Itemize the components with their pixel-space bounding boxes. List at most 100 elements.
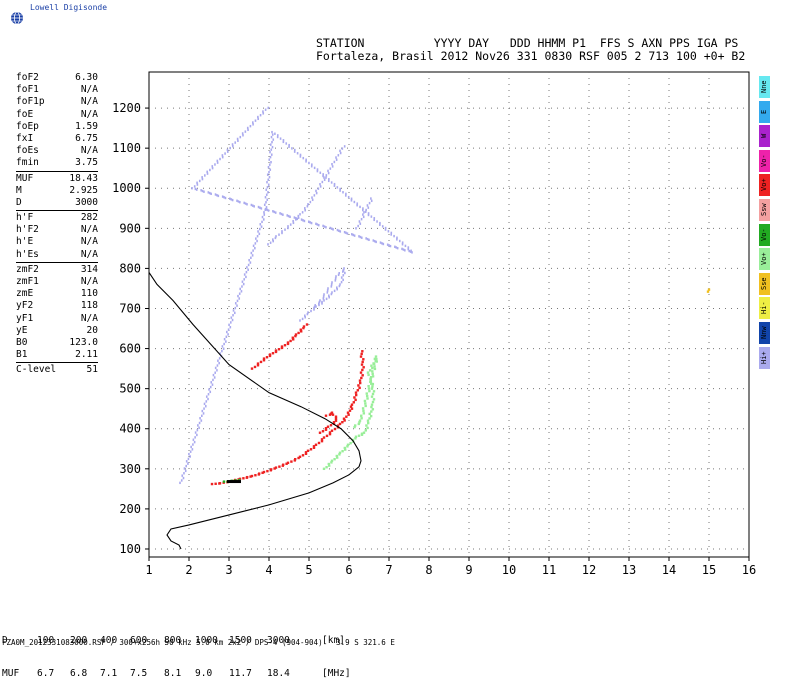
param-value: N/A (80, 224, 98, 236)
echo-point-Hi+ (209, 385, 212, 389)
param-key: fxI (16, 132, 34, 144)
echo-point-Hi+ (205, 395, 208, 398)
echo-point-Vo+ (371, 382, 375, 386)
echo-point-Hi+ (243, 201, 246, 205)
echo-point-Hi+ (187, 462, 189, 465)
echo-point-Vo+ (346, 443, 350, 446)
echo-point-Hi+ (299, 319, 301, 322)
x-tick-label: 2 (185, 563, 192, 577)
echo-point-Hi+ (304, 314, 306, 317)
file-info: FZA0M_2012331083000.RSF / 300+x256h 50 k… (2, 638, 395, 647)
echo-point-Hi+ (221, 154, 224, 157)
echo-point-Hi+ (185, 460, 188, 463)
echo-point-Vo+ (354, 398, 357, 402)
echo-point-Hi+ (398, 239, 401, 243)
legend-item: Hi- (759, 297, 770, 320)
echo-point-Hi+ (254, 247, 256, 250)
echo-point-Vo+ (262, 359, 266, 362)
echo-point-Hi+ (338, 284, 341, 288)
echo-point-Hi+ (196, 433, 198, 437)
echo-point-Hi+ (368, 201, 371, 205)
echo-point-Vo+ (324, 414, 328, 417)
echo-point-Hi+ (203, 407, 205, 410)
echo-point-Vo+ (364, 402, 367, 405)
echo-point-Hi+ (370, 215, 373, 218)
echo-point-Hi+ (296, 217, 299, 221)
echo-point-Hi+ (266, 173, 269, 176)
echo-point-Vo+ (280, 345, 284, 348)
param-value: N/A (80, 248, 98, 260)
polarization-legend: Nne E W Vo- Vo+ Ssw Vo- Vo+ Sse Hi- Nnw Hi+ (759, 76, 771, 371)
echo-point-Vo+ (329, 424, 333, 427)
echo-point-Hi+ (210, 192, 212, 196)
echo-point-Vo+ (371, 400, 375, 404)
echo-point-Hi+ (183, 472, 185, 475)
legend-item: Ssw (759, 198, 770, 221)
echo-point-Hi+ (333, 184, 336, 187)
param-value: 2.11 (75, 349, 98, 361)
echo-point-Vo+ (366, 371, 370, 374)
param-row: foF1p N/A (2, 96, 98, 108)
echo-point-Hi+ (359, 205, 361, 209)
echo-point-Hi+ (271, 145, 274, 149)
echo-point-Hi+ (193, 440, 196, 444)
echo-point-Hi+ (339, 151, 342, 155)
echo-point-Hi+ (325, 176, 327, 179)
muf-distance-row: D 100 200 400 600 800 1000 1500 3000 [km] (0, 635, 345, 646)
echo-point-Vo+ (371, 366, 374, 370)
param-key: h'E (16, 236, 34, 248)
echo-point-Hi+ (315, 191, 318, 195)
echo-point-Hi+ (396, 246, 399, 250)
echo-point-Hi+ (316, 169, 319, 173)
echo-point-Hi+ (183, 467, 186, 470)
brand-name: Lowell Digisonde (30, 3, 108, 12)
param-value: 3.75 (75, 157, 98, 169)
echo-point-Hi+ (395, 246, 398, 249)
param-row: h'F2 N/A (2, 224, 98, 236)
echo-point-Hi+ (264, 207, 267, 211)
echo-point-Hi+ (225, 340, 227, 343)
echo-point-Hi+ (237, 200, 240, 203)
echo-point-Vo+ (330, 461, 333, 464)
echo-point-Hi+ (292, 221, 295, 225)
param-key: fmin (16, 157, 39, 169)
muf-unit: [km] (322, 635, 345, 646)
echo-point-Hi+ (238, 297, 241, 300)
echo-point-Hi+ (262, 218, 265, 221)
echo-point-Hi+ (316, 223, 319, 226)
echo-point-Hi+ (368, 238, 370, 242)
muf-value: 3000 (267, 635, 290, 646)
echo-point-Hi+ (188, 452, 190, 456)
param-row: h'Es N/A (2, 249, 98, 261)
x-tick-label: 10 (502, 563, 516, 577)
echo-point-Vo+ (360, 417, 363, 420)
echo-point-Vo+ (365, 392, 368, 395)
echo-point-Hi+ (208, 191, 211, 195)
param-row: yF1 N/A (2, 313, 98, 325)
echo-point-Hi+ (270, 148, 273, 151)
legend-item: Nne (759, 76, 770, 98)
echo-point-Hi+ (266, 208, 268, 212)
echo-point-Hi+ (334, 279, 337, 282)
param-row: h'E N/A (2, 236, 98, 248)
y-tick-label: 300 (119, 462, 141, 476)
param-value: 282 (80, 212, 98, 224)
echo-point-Hi+ (329, 167, 332, 170)
echo-point-Hi+ (297, 214, 300, 218)
echo-point-Hi+ (201, 176, 203, 179)
echo-point-Hi+ (216, 161, 219, 164)
echo-point-Hi+ (381, 242, 383, 245)
x-tick-label: 15 (702, 563, 716, 577)
param-key: foE (16, 108, 34, 120)
echo-point-Hi+ (229, 326, 232, 329)
echo-point-Hi+ (295, 217, 297, 220)
echo-point-Vo+ (256, 362, 260, 365)
echo-point-Hi+ (353, 200, 356, 204)
echo-point-Hi+ (353, 234, 356, 237)
echo-point-Vo+ (262, 470, 266, 474)
echo-point-Hi+ (343, 267, 345, 270)
echo-point-Hi+ (372, 239, 375, 242)
echo-point-Hi+ (234, 141, 237, 144)
echo-point-Vo+ (280, 346, 284, 350)
echo-point-Vo+ (328, 464, 331, 467)
